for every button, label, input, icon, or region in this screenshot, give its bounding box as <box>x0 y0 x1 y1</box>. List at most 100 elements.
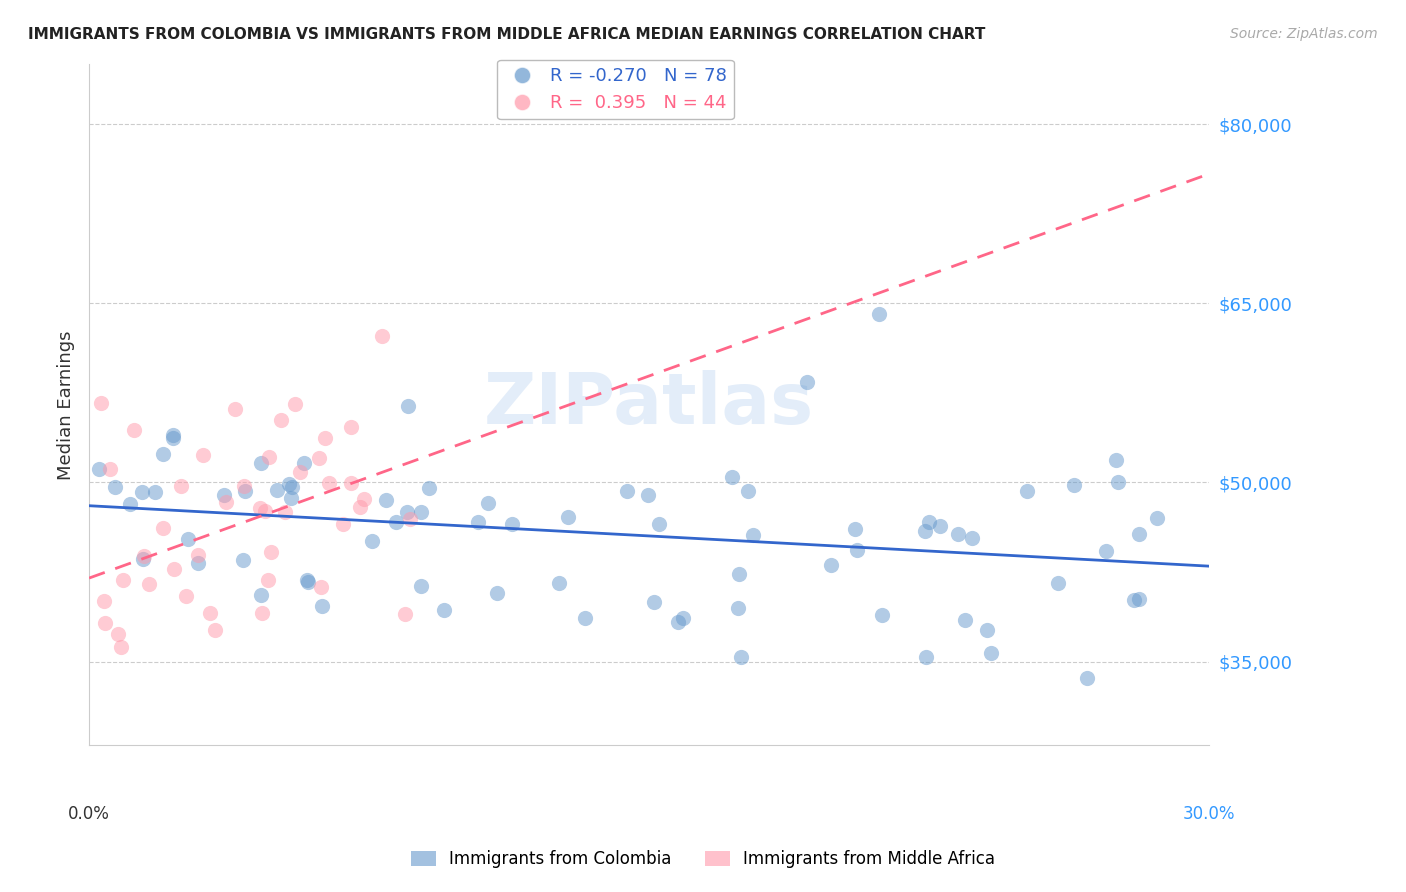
Immigrants from Colombia <box>1063 478 1085 492</box>
Immigrants from Middle Africa <box>152 521 174 535</box>
Immigrants from Colombia <box>292 456 315 470</box>
Immigrants from Colombia <box>162 428 184 442</box>
Immigrants from Colombia <box>396 399 419 413</box>
Immigrants from Colombia <box>152 447 174 461</box>
Immigrants from Colombia <box>361 534 384 549</box>
Immigrants from Middle Africa <box>90 396 112 410</box>
Immigrants from Colombia <box>395 505 418 519</box>
Immigrants from Colombia <box>666 615 689 630</box>
Immigrants from Middle Africa <box>332 516 354 531</box>
Immigrants from Colombia <box>637 488 659 502</box>
Immigrants from Colombia <box>980 646 1002 660</box>
Immigrants from Middle Africa <box>233 479 256 493</box>
Immigrants from Colombia <box>844 522 866 536</box>
Immigrants from Colombia <box>914 649 936 664</box>
Immigrants from Colombia <box>280 491 302 506</box>
Immigrants from Colombia <box>918 515 941 529</box>
Immigrants from Colombia <box>145 485 167 500</box>
Immigrants from Middle Africa <box>398 512 420 526</box>
Immigrants from Colombia <box>730 650 752 665</box>
Immigrants from Colombia <box>187 556 209 570</box>
Text: Source: ZipAtlas.com: Source: ZipAtlas.com <box>1230 27 1378 41</box>
Immigrants from Middle Africa <box>340 420 363 434</box>
Immigrants from Middle Africa <box>138 576 160 591</box>
Immigrants from Colombia <box>87 462 110 476</box>
Immigrants from Colombia <box>648 517 671 532</box>
Immigrants from Colombia <box>409 505 432 519</box>
Immigrants from Middle Africa <box>314 431 336 445</box>
Immigrants from Colombia <box>1047 575 1070 590</box>
Immigrants from Colombia <box>643 595 665 609</box>
Immigrants from Colombia <box>1107 475 1129 490</box>
Y-axis label: Median Earnings: Median Earnings <box>58 330 75 480</box>
Immigrants from Colombia <box>411 578 433 592</box>
Immigrants from Colombia <box>1017 483 1039 498</box>
Immigrants from Middle Africa <box>112 574 135 588</box>
Immigrants from Middle Africa <box>284 397 307 411</box>
Immigrants from Colombia <box>845 543 868 558</box>
Immigrants from Colombia <box>104 480 127 494</box>
Immigrants from Colombia <box>214 487 236 501</box>
Immigrants from Colombia <box>1076 672 1098 686</box>
Immigrants from Middle Africa <box>170 479 193 493</box>
Immigrants from Middle Africa <box>174 589 197 603</box>
Immigrants from Colombia <box>385 515 408 529</box>
Immigrants from Middle Africa <box>288 465 311 479</box>
Immigrants from Colombia <box>727 566 749 581</box>
Immigrants from Colombia <box>250 588 273 602</box>
Immigrants from Middle Africa <box>91 771 114 785</box>
Immigrants from Middle Africa <box>257 450 280 465</box>
Immigrants from Colombia <box>1095 544 1118 558</box>
Immigrants from Middle Africa <box>270 413 292 427</box>
Immigrants from Colombia <box>1105 452 1128 467</box>
Immigrants from Middle Africa <box>340 476 363 491</box>
Immigrants from Colombia <box>250 456 273 470</box>
Immigrants from Colombia <box>962 531 984 545</box>
Text: 30.0%: 30.0% <box>1182 805 1234 823</box>
Immigrants from Colombia <box>266 483 288 497</box>
Immigrants from Middle Africa <box>163 562 186 576</box>
Immigrants from Colombia <box>557 510 579 524</box>
Immigrants from Colombia <box>311 599 333 613</box>
Immigrants from Middle Africa <box>249 501 271 516</box>
Immigrants from Colombia <box>953 613 976 627</box>
Immigrants from Colombia <box>1146 510 1168 524</box>
Immigrants from Middle Africa <box>204 624 226 638</box>
Immigrants from Colombia <box>574 611 596 625</box>
Immigrants from Colombia <box>737 484 759 499</box>
Immigrants from Colombia <box>297 575 319 590</box>
Immigrants from Colombia <box>232 553 254 567</box>
Immigrants from Colombia <box>872 607 894 622</box>
Immigrants from Colombia <box>868 308 890 322</box>
Immigrants from Colombia <box>501 516 523 531</box>
Immigrants from Colombia <box>467 516 489 530</box>
Immigrants from Middle Africa <box>122 423 145 437</box>
Immigrants from Colombia <box>741 528 763 542</box>
Immigrants from Colombia <box>671 611 693 625</box>
Immigrants from Colombia <box>233 483 256 498</box>
Immigrants from Middle Africa <box>308 451 330 466</box>
Immigrants from Colombia <box>281 479 304 493</box>
Immigrants from Colombia <box>162 431 184 445</box>
Immigrants from Colombia <box>278 476 301 491</box>
Immigrants from Colombia <box>721 470 744 484</box>
Immigrants from Middle Africa <box>187 549 209 563</box>
Immigrants from Colombia <box>820 558 842 573</box>
Immigrants from Colombia <box>1123 593 1146 607</box>
Immigrants from Colombia <box>1128 591 1150 606</box>
Immigrants from Colombia <box>616 483 638 498</box>
Immigrants from Middle Africa <box>273 505 295 519</box>
Legend: Immigrants from Colombia, Immigrants from Middle Africa: Immigrants from Colombia, Immigrants fro… <box>404 844 1002 875</box>
Immigrants from Middle Africa <box>371 328 394 343</box>
Immigrants from Middle Africa <box>394 607 416 622</box>
Immigrants from Middle Africa <box>254 504 277 518</box>
Immigrants from Middle Africa <box>98 462 121 476</box>
Immigrants from Middle Africa <box>214 495 236 509</box>
Text: 0.0%: 0.0% <box>67 805 110 823</box>
Immigrants from Middle Africa <box>191 448 214 462</box>
Immigrants from Colombia <box>976 623 998 637</box>
Immigrants from Middle Africa <box>260 545 283 559</box>
Text: ZIPatlas: ZIPatlas <box>484 370 814 439</box>
Immigrants from Colombia <box>547 575 569 590</box>
Immigrants from Middle Africa <box>94 615 117 630</box>
